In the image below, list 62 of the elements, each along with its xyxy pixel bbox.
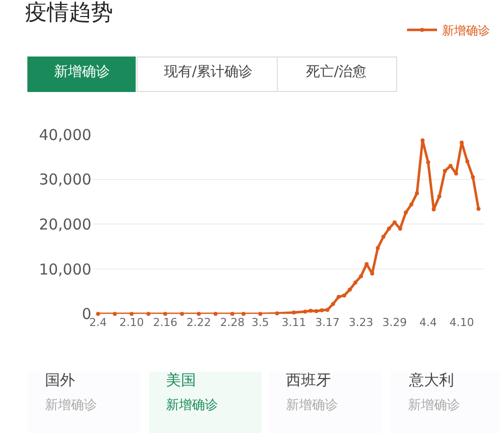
point xyxy=(420,138,425,142)
point xyxy=(404,210,408,215)
point xyxy=(163,312,168,316)
x-tick-label: 2.16 xyxy=(152,316,178,329)
point xyxy=(376,246,380,250)
y-tick-label: 0 xyxy=(82,305,92,324)
x-tick-label: 3.5 xyxy=(252,316,270,329)
point xyxy=(359,274,364,278)
y-tick-label: 40,000 xyxy=(38,126,92,144)
point xyxy=(442,168,447,173)
x-tick-label: 2.22 xyxy=(186,316,212,329)
point xyxy=(414,191,419,196)
point xyxy=(180,312,184,316)
x-tick-label: 4.10 xyxy=(449,316,474,329)
point xyxy=(437,194,442,198)
x-tick-label: 4.4 xyxy=(419,316,437,329)
x-tick-label: 3.23 xyxy=(348,316,374,329)
point xyxy=(386,226,391,231)
point xyxy=(448,164,453,168)
text: 国外 xyxy=(45,371,75,389)
point xyxy=(353,280,358,284)
point xyxy=(426,160,430,164)
text: 新增确诊 xyxy=(45,398,97,413)
text: 新增确诊 xyxy=(54,64,110,80)
x-tick-label: 3.29 xyxy=(382,316,407,329)
point xyxy=(392,220,397,224)
text: 意大利 xyxy=(408,371,454,389)
y-tick-label: 20,000 xyxy=(38,215,92,234)
text: 新增确诊 xyxy=(166,398,218,413)
y-tick-label: 30,000 xyxy=(38,170,92,189)
x-tick-label: 2.10 xyxy=(119,316,144,329)
x-tick-label: 2.28 xyxy=(220,316,245,329)
text: 死亡/治愈 xyxy=(306,64,367,80)
text: 西班牙 xyxy=(286,371,331,389)
x-tick-label: 3.17 xyxy=(315,316,340,329)
point xyxy=(348,288,352,292)
point xyxy=(454,172,458,176)
point xyxy=(470,175,475,180)
point xyxy=(460,140,464,145)
point xyxy=(331,302,336,306)
text: 现有/累计确诊 xyxy=(164,64,253,80)
legend-label: 新增确诊 xyxy=(442,24,490,38)
text: 美国 xyxy=(166,371,196,389)
point xyxy=(370,272,374,276)
y-tick-label: 10,000 xyxy=(38,260,92,278)
point xyxy=(381,234,386,239)
point xyxy=(146,312,150,316)
point xyxy=(112,312,117,316)
point xyxy=(432,207,436,212)
point xyxy=(409,202,414,206)
point xyxy=(96,312,100,316)
text: 新增确诊 xyxy=(286,398,338,413)
text: 新增确诊 xyxy=(408,398,460,413)
point xyxy=(398,226,402,231)
point xyxy=(476,206,480,211)
point xyxy=(342,293,346,298)
point xyxy=(336,294,341,299)
x-tick-label: 2.4 xyxy=(89,316,107,329)
x-tick-label: 3.11 xyxy=(282,316,306,329)
point xyxy=(465,159,470,164)
chart-title: 疫情趋势 xyxy=(25,0,113,26)
point xyxy=(130,312,134,316)
